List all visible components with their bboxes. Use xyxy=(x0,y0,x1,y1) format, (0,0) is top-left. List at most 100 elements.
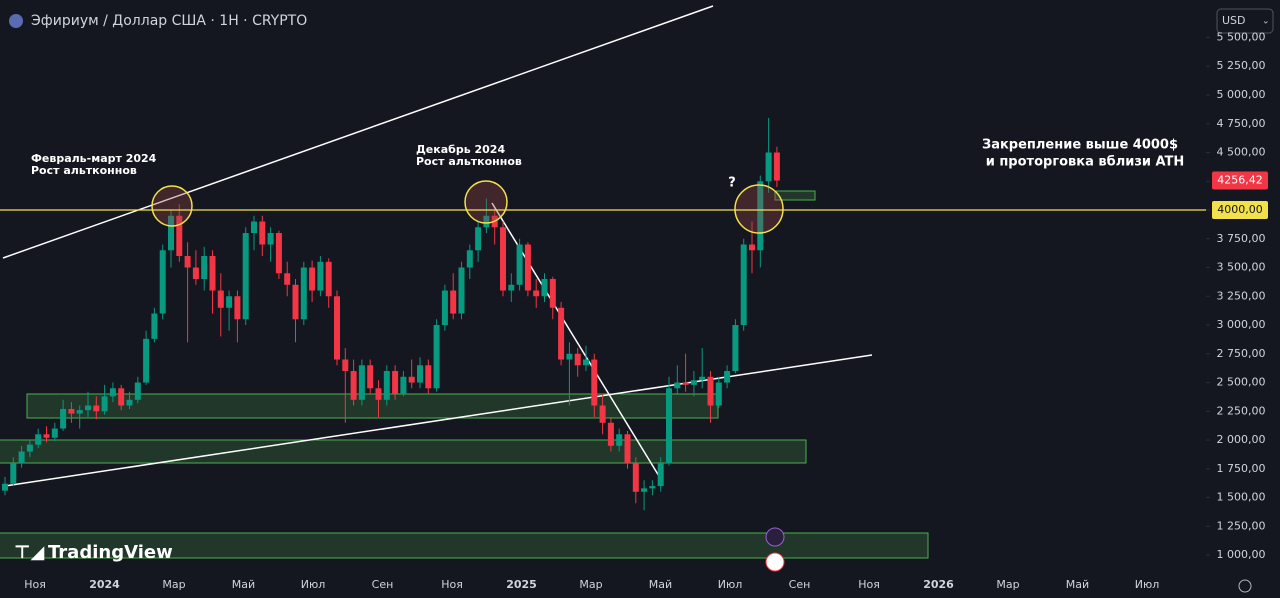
coin-icon xyxy=(9,14,23,28)
y-tick-label: 1 000,00 xyxy=(1217,548,1266,561)
x-tick-label: Ноя xyxy=(858,578,880,591)
y-tick-label: 4 500,00 xyxy=(1217,146,1266,159)
candle-body xyxy=(749,244,755,251)
candle-body xyxy=(690,380,697,385)
candle-body xyxy=(109,388,116,397)
event-icon[interactable] xyxy=(765,527,785,547)
y-tick-label: 2 500,00 xyxy=(1217,376,1266,389)
candle-body xyxy=(2,483,8,491)
annotation: Февраль-март 2024 xyxy=(31,152,157,165)
candle-body xyxy=(51,428,58,438)
settings-icon[interactable] xyxy=(1238,579,1252,593)
x-tick-label: 2026 xyxy=(923,578,954,591)
candle-body xyxy=(466,250,473,268)
candle-body xyxy=(60,408,67,429)
candle-body xyxy=(151,313,158,339)
candle-body xyxy=(375,388,382,400)
event-icon[interactable] xyxy=(765,552,785,572)
candle-body xyxy=(773,152,780,181)
candle-body xyxy=(441,290,448,326)
candle-body xyxy=(549,279,556,308)
dropdown-arrow: ⌄ xyxy=(1262,17,1270,27)
candle-body xyxy=(649,486,656,489)
candle-body xyxy=(217,290,224,308)
candle-body xyxy=(317,261,324,291)
y-tick-label: 3 750,00 xyxy=(1217,232,1266,245)
candle-body xyxy=(699,376,706,381)
candle-body xyxy=(267,233,274,245)
currency[interactable]: USD xyxy=(1222,14,1246,27)
candle-body xyxy=(259,221,266,245)
candle-body xyxy=(516,244,523,285)
candle-body xyxy=(358,365,365,400)
candle-body xyxy=(707,376,714,406)
x-tick-label: Июл xyxy=(1135,578,1160,591)
candle-body xyxy=(35,434,42,445)
candle-body xyxy=(558,307,565,360)
highlight-circle xyxy=(464,180,508,224)
y-tick-label: 3 500,00 xyxy=(1217,261,1266,274)
candle-body xyxy=(159,250,166,314)
candle-body xyxy=(234,296,241,320)
x-tick-label: Мар xyxy=(162,578,185,591)
candle-body xyxy=(574,353,581,366)
x-tick-label: Ноя xyxy=(441,578,463,591)
candle-body xyxy=(350,371,357,400)
x-tick-label: Ноя xyxy=(24,578,46,591)
candle-body xyxy=(724,371,731,383)
candle-body xyxy=(242,233,249,320)
candle-body xyxy=(740,244,747,326)
x-tick-label: 2024 xyxy=(89,578,120,591)
annotation: Декабрь 2024 xyxy=(416,143,505,156)
candle-body xyxy=(657,463,664,487)
candle-body xyxy=(118,388,125,406)
candle-body xyxy=(500,227,506,291)
x-tick-label: Сен xyxy=(789,578,811,591)
candle-body xyxy=(524,244,531,291)
candle-body xyxy=(591,359,598,406)
level-label: 4000,00 xyxy=(1217,203,1263,216)
price-label: 4256,42 xyxy=(1217,174,1263,187)
candle-body xyxy=(383,371,390,400)
highlight-circle xyxy=(734,184,784,234)
x-tick-label: Июл xyxy=(718,578,743,591)
candle-body xyxy=(632,463,639,492)
candle-body xyxy=(682,382,689,385)
candle-body xyxy=(541,279,548,297)
y-tick-label: 3 250,00 xyxy=(1217,289,1266,302)
candle-body xyxy=(76,410,83,414)
candle-body xyxy=(342,359,349,372)
trend-line xyxy=(2,5,714,259)
y-tick-label: 4 750,00 xyxy=(1217,117,1266,130)
candle-body xyxy=(508,284,515,291)
price-label-box xyxy=(1212,171,1268,190)
x-tick-label: Май xyxy=(649,578,672,591)
candle-body xyxy=(757,181,764,251)
candle-body xyxy=(458,267,465,314)
candle-body xyxy=(26,444,33,452)
candle-body xyxy=(325,261,332,297)
level-label-box xyxy=(1212,201,1268,220)
candle-body xyxy=(134,382,141,400)
candle-body xyxy=(607,422,614,446)
annotation: и проторговка вблизи ATH xyxy=(986,155,1185,170)
x-tick-label: Июл xyxy=(301,578,326,591)
y-tick-label: 2 000,00 xyxy=(1217,433,1266,446)
x-tick-label: Мар xyxy=(996,578,1019,591)
candle-body xyxy=(68,408,75,414)
candle-body xyxy=(85,405,91,411)
candle-body xyxy=(201,256,208,280)
candle-body xyxy=(184,256,191,268)
y-tick-label: 2 750,00 xyxy=(1217,347,1266,360)
candle-body xyxy=(732,325,739,372)
chart-title: Эфириум / Доллар США · 1Н · CRYPTO xyxy=(31,13,307,29)
y-tick-label: 5 000,00 xyxy=(1217,88,1266,101)
candles xyxy=(2,118,780,511)
currency-button[interactable] xyxy=(1216,8,1274,34)
candle-body xyxy=(765,152,772,182)
candle-body xyxy=(209,256,216,291)
circles xyxy=(151,180,784,234)
candle-body xyxy=(10,463,17,484)
annotation: Закрепление выше 4000$ xyxy=(982,138,1178,153)
